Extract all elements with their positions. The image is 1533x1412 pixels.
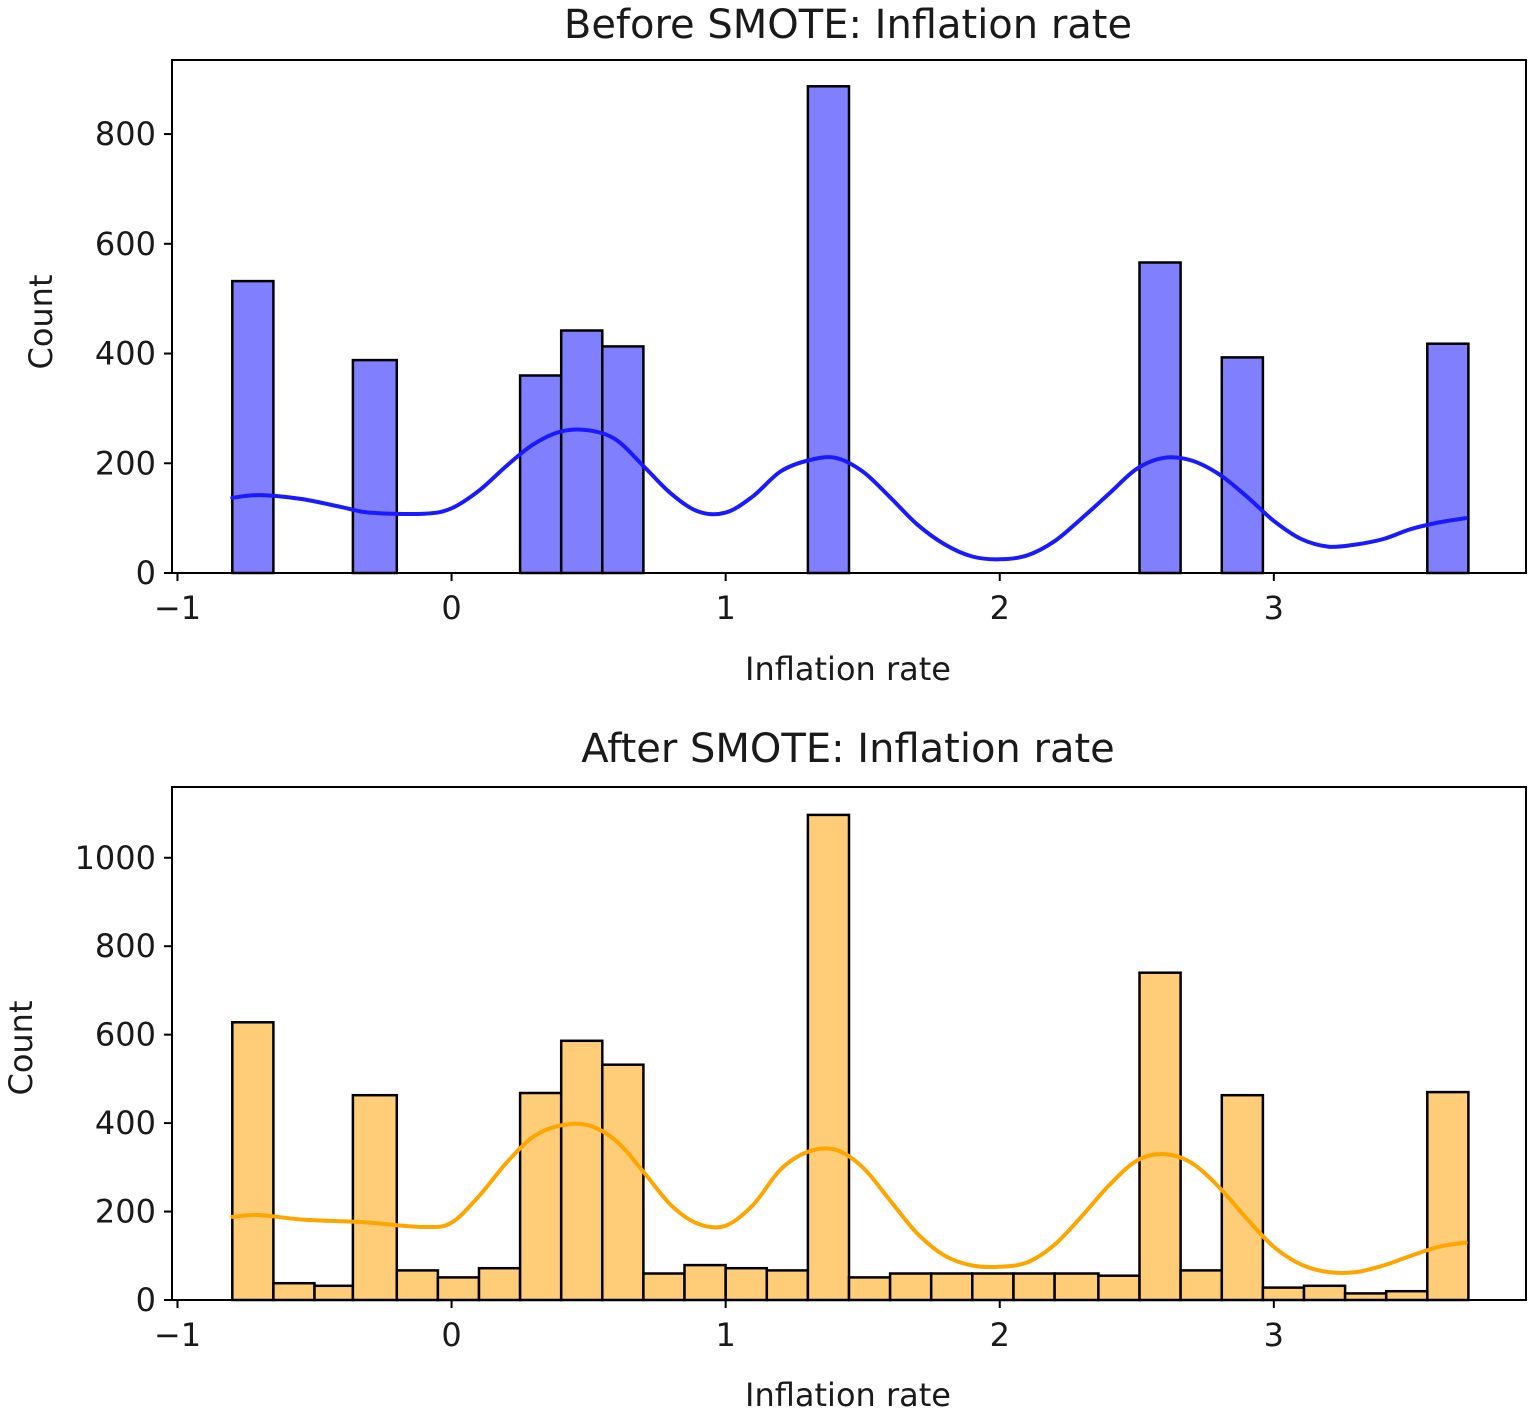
y-axis-label: Count [22, 274, 60, 369]
y-tick-label: 600 [95, 1016, 156, 1054]
histogram-bar [1426, 342, 1470, 575]
histogram-bar [806, 813, 851, 1302]
histogram-bar [1138, 261, 1182, 575]
y-axis-label: Count [2, 1000, 40, 1095]
histogram-bar [888, 1272, 933, 1302]
chart-title: After SMOTE: Inflation rate [581, 726, 1115, 772]
y-tick-label: 200 [95, 1193, 156, 1231]
histogram-bar [642, 1272, 686, 1302]
x-tick-label: 1 [715, 1316, 735, 1354]
histogram-bar [601, 1063, 645, 1302]
x-axis-label: Inflation rate [745, 650, 951, 688]
y-tick-label: 400 [95, 1104, 156, 1142]
before-smote-panel: Before SMOTE: Inflation rate Inflation r… [22, 2, 1527, 688]
x-tick-label: −1 [154, 1316, 201, 1354]
histogram-bar [272, 1281, 316, 1302]
histogram-bar [683, 1263, 727, 1302]
histogram-bar [436, 1276, 481, 1302]
x-tick-label: −1 [154, 589, 201, 627]
plot-frame [171, 786, 1527, 1301]
x-axis-label: Inflation rate [745, 1376, 951, 1412]
histogram-bar [1384, 1289, 1429, 1302]
x-tick-label: 2 [990, 589, 1010, 627]
histogram-bar [765, 1269, 810, 1302]
histogram-bar [518, 1091, 563, 1302]
histogram-bar [1220, 356, 1265, 575]
y-tick-label: 400 [95, 335, 156, 373]
histogram-bar [847, 1276, 892, 1302]
histogram-bar [1261, 1286, 1306, 1302]
x-tick-label: 3 [1264, 589, 1284, 627]
histogram-bar [313, 1284, 355, 1302]
y-tick-label: 0 [136, 554, 156, 592]
after-smote-panel: After SMOTE: Inflation rate Inflation ra… [2, 726, 1527, 1412]
histogram-bar [231, 279, 275, 575]
histogram-bar [559, 329, 604, 575]
x-tick-label: 3 [1264, 1316, 1284, 1354]
y-tick-label: 0 [136, 1281, 156, 1319]
histogram-bar [806, 85, 851, 575]
histogram-bar [1012, 1272, 1056, 1302]
y-tick-label: 200 [95, 444, 156, 482]
histogram-bar [559, 1039, 604, 1302]
histogram-bar [351, 1093, 399, 1302]
histogram-bar [971, 1272, 1015, 1302]
kde-line [230, 1121, 1468, 1275]
histogram-bar [1302, 1284, 1347, 1302]
histogram-bar [518, 374, 563, 575]
y-tick-label: 1000 [75, 839, 156, 877]
histogram-bar [724, 1266, 769, 1302]
histogram-bar [477, 1266, 522, 1302]
histogram-bar [231, 1021, 275, 1302]
histogram-bar [395, 1269, 440, 1302]
chart-title: Before SMOTE: Inflation rate [564, 2, 1132, 48]
x-tick-label: 2 [990, 1316, 1010, 1354]
plot-frame [171, 59, 1527, 574]
histogram-bar [929, 1272, 974, 1302]
histogram-bar [1220, 1093, 1265, 1302]
y-tick-label: 600 [95, 225, 156, 263]
y-tick-label: 800 [95, 927, 156, 965]
x-tick-label: 1 [715, 589, 735, 627]
histogram-bar [1179, 1269, 1223, 1302]
y-tick-label: 800 [95, 115, 156, 153]
x-tick-label: 0 [441, 589, 461, 627]
x-tick-label: 0 [441, 1316, 461, 1354]
histogram-bar [1097, 1274, 1141, 1302]
histogram-bar [1053, 1272, 1100, 1302]
histogram-bar [351, 358, 399, 575]
kde-line [230, 427, 1468, 562]
histogram-bar [1426, 1090, 1470, 1302]
histogram-bar [1138, 971, 1182, 1302]
